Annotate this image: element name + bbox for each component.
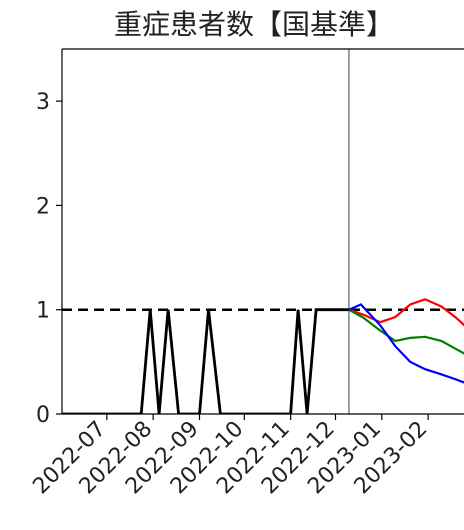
plot-area: [62, 49, 464, 414]
axes: 01232022-072022-082022-092022-102022-112…: [28, 48, 464, 499]
y-tick-label: 1: [36, 299, 50, 324]
y-tick-label: 3: [36, 90, 50, 115]
chart-title: 重症患者数【国基準】: [114, 8, 394, 41]
series-line-2: [348, 308, 464, 355]
y-tick-label: 2: [36, 194, 50, 219]
series-line-0: [62, 308, 349, 414]
series-group: [62, 49, 464, 414]
series-line-3: [348, 303, 464, 384]
series-line-1: [348, 298, 464, 327]
y-tick-label: 0: [36, 403, 50, 428]
